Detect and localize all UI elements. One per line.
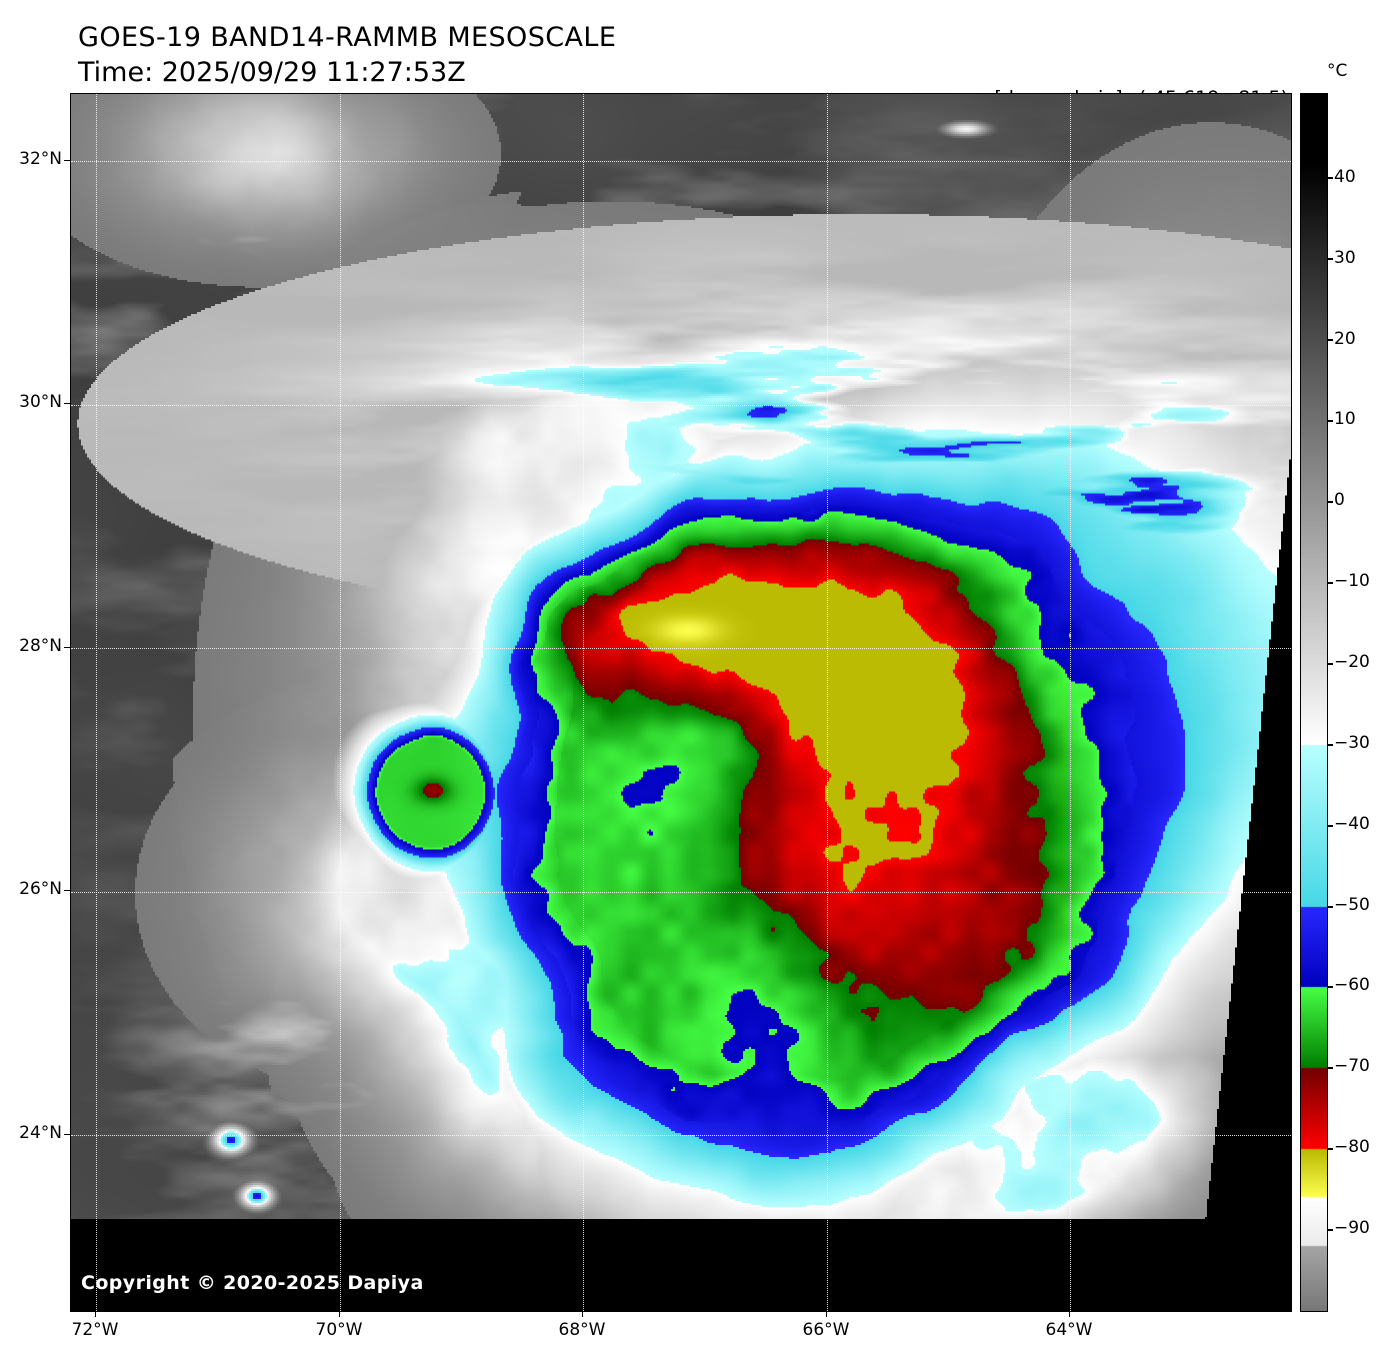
lon-axis-label: 68°W <box>558 1320 606 1340</box>
colorbar-tick <box>1328 986 1333 988</box>
colorbar-tick-label: −80 <box>1334 1137 1370 1157</box>
colorbar-tick <box>1328 582 1333 584</box>
colorbar-tick-label: 0 <box>1334 490 1345 510</box>
figure-title: GOES-19 BAND14-RAMMB MESOSCALE <box>78 22 617 53</box>
lon-tick <box>339 1311 340 1317</box>
lon-tick <box>1069 1311 1070 1317</box>
satellite-ir-image <box>71 94 1291 1311</box>
colorbar-tick <box>1328 177 1333 179</box>
colorbar-gradient <box>1301 94 1327 1311</box>
figure-timestamp: Time: 2025/09/29 11:27:53Z <box>78 57 466 88</box>
colorbar-tick-label: −10 <box>1334 571 1370 591</box>
lat-axis-label: 28°N <box>19 636 62 656</box>
colorbar-tick <box>1328 663 1333 665</box>
lat-axis-label: 24°N <box>19 1123 62 1143</box>
colorbar-tick <box>1328 1067 1333 1069</box>
lat-tick <box>64 160 70 161</box>
satellite-map: Copyright © 2020-2025 Dapiya <box>70 93 1292 1312</box>
colorbar-tick <box>1328 744 1333 746</box>
lat-axis-label: 32°N <box>19 149 62 169</box>
lon-tick <box>826 1311 827 1317</box>
colorbar-tick-label: 20 <box>1334 329 1356 349</box>
colorbar-tick-label: 30 <box>1334 248 1356 268</box>
colorbar-tick <box>1328 906 1333 908</box>
colorbar-tick <box>1328 825 1333 827</box>
colorbar-tick-label: −60 <box>1334 975 1370 995</box>
colorbar-tick-label: −50 <box>1334 895 1370 915</box>
colorbar-tick <box>1328 339 1333 341</box>
copyright-watermark: Copyright © 2020-2025 Dapiya <box>81 1272 424 1294</box>
lon-axis-label: 72°W <box>71 1320 119 1340</box>
colorbar-tick <box>1328 1148 1333 1150</box>
colorbar-tick-label: −20 <box>1334 652 1370 672</box>
colorbar-tick-label: −30 <box>1334 733 1370 753</box>
colorbar-unit-label: °C <box>1327 61 1348 81</box>
lat-tick <box>64 1134 70 1135</box>
lon-tick <box>95 1311 96 1317</box>
lon-axis-label: 70°W <box>315 1320 363 1340</box>
colorbar-tick <box>1328 420 1333 422</box>
colorbar-tick-label: −90 <box>1334 1218 1370 1238</box>
colorbar-tick <box>1328 258 1333 260</box>
colorbar-tick-label: 10 <box>1334 409 1356 429</box>
colorbar <box>1300 93 1328 1312</box>
colorbar-tick-label: −40 <box>1334 814 1370 834</box>
lat-tick <box>64 403 70 404</box>
lat-axis-label: 30°N <box>19 392 62 412</box>
lat-tick <box>64 647 70 648</box>
lat-tick <box>64 890 70 891</box>
colorbar-tick-label: 40 <box>1334 167 1356 187</box>
lon-axis-label: 64°W <box>1045 1320 1093 1340</box>
lon-tick <box>582 1311 583 1317</box>
colorbar-tick <box>1328 1229 1333 1231</box>
lat-axis-label: 26°N <box>19 879 62 899</box>
colorbar-tick-label: −70 <box>1334 1056 1370 1076</box>
lon-axis-label: 66°W <box>802 1320 850 1340</box>
colorbar-tick <box>1328 501 1333 503</box>
